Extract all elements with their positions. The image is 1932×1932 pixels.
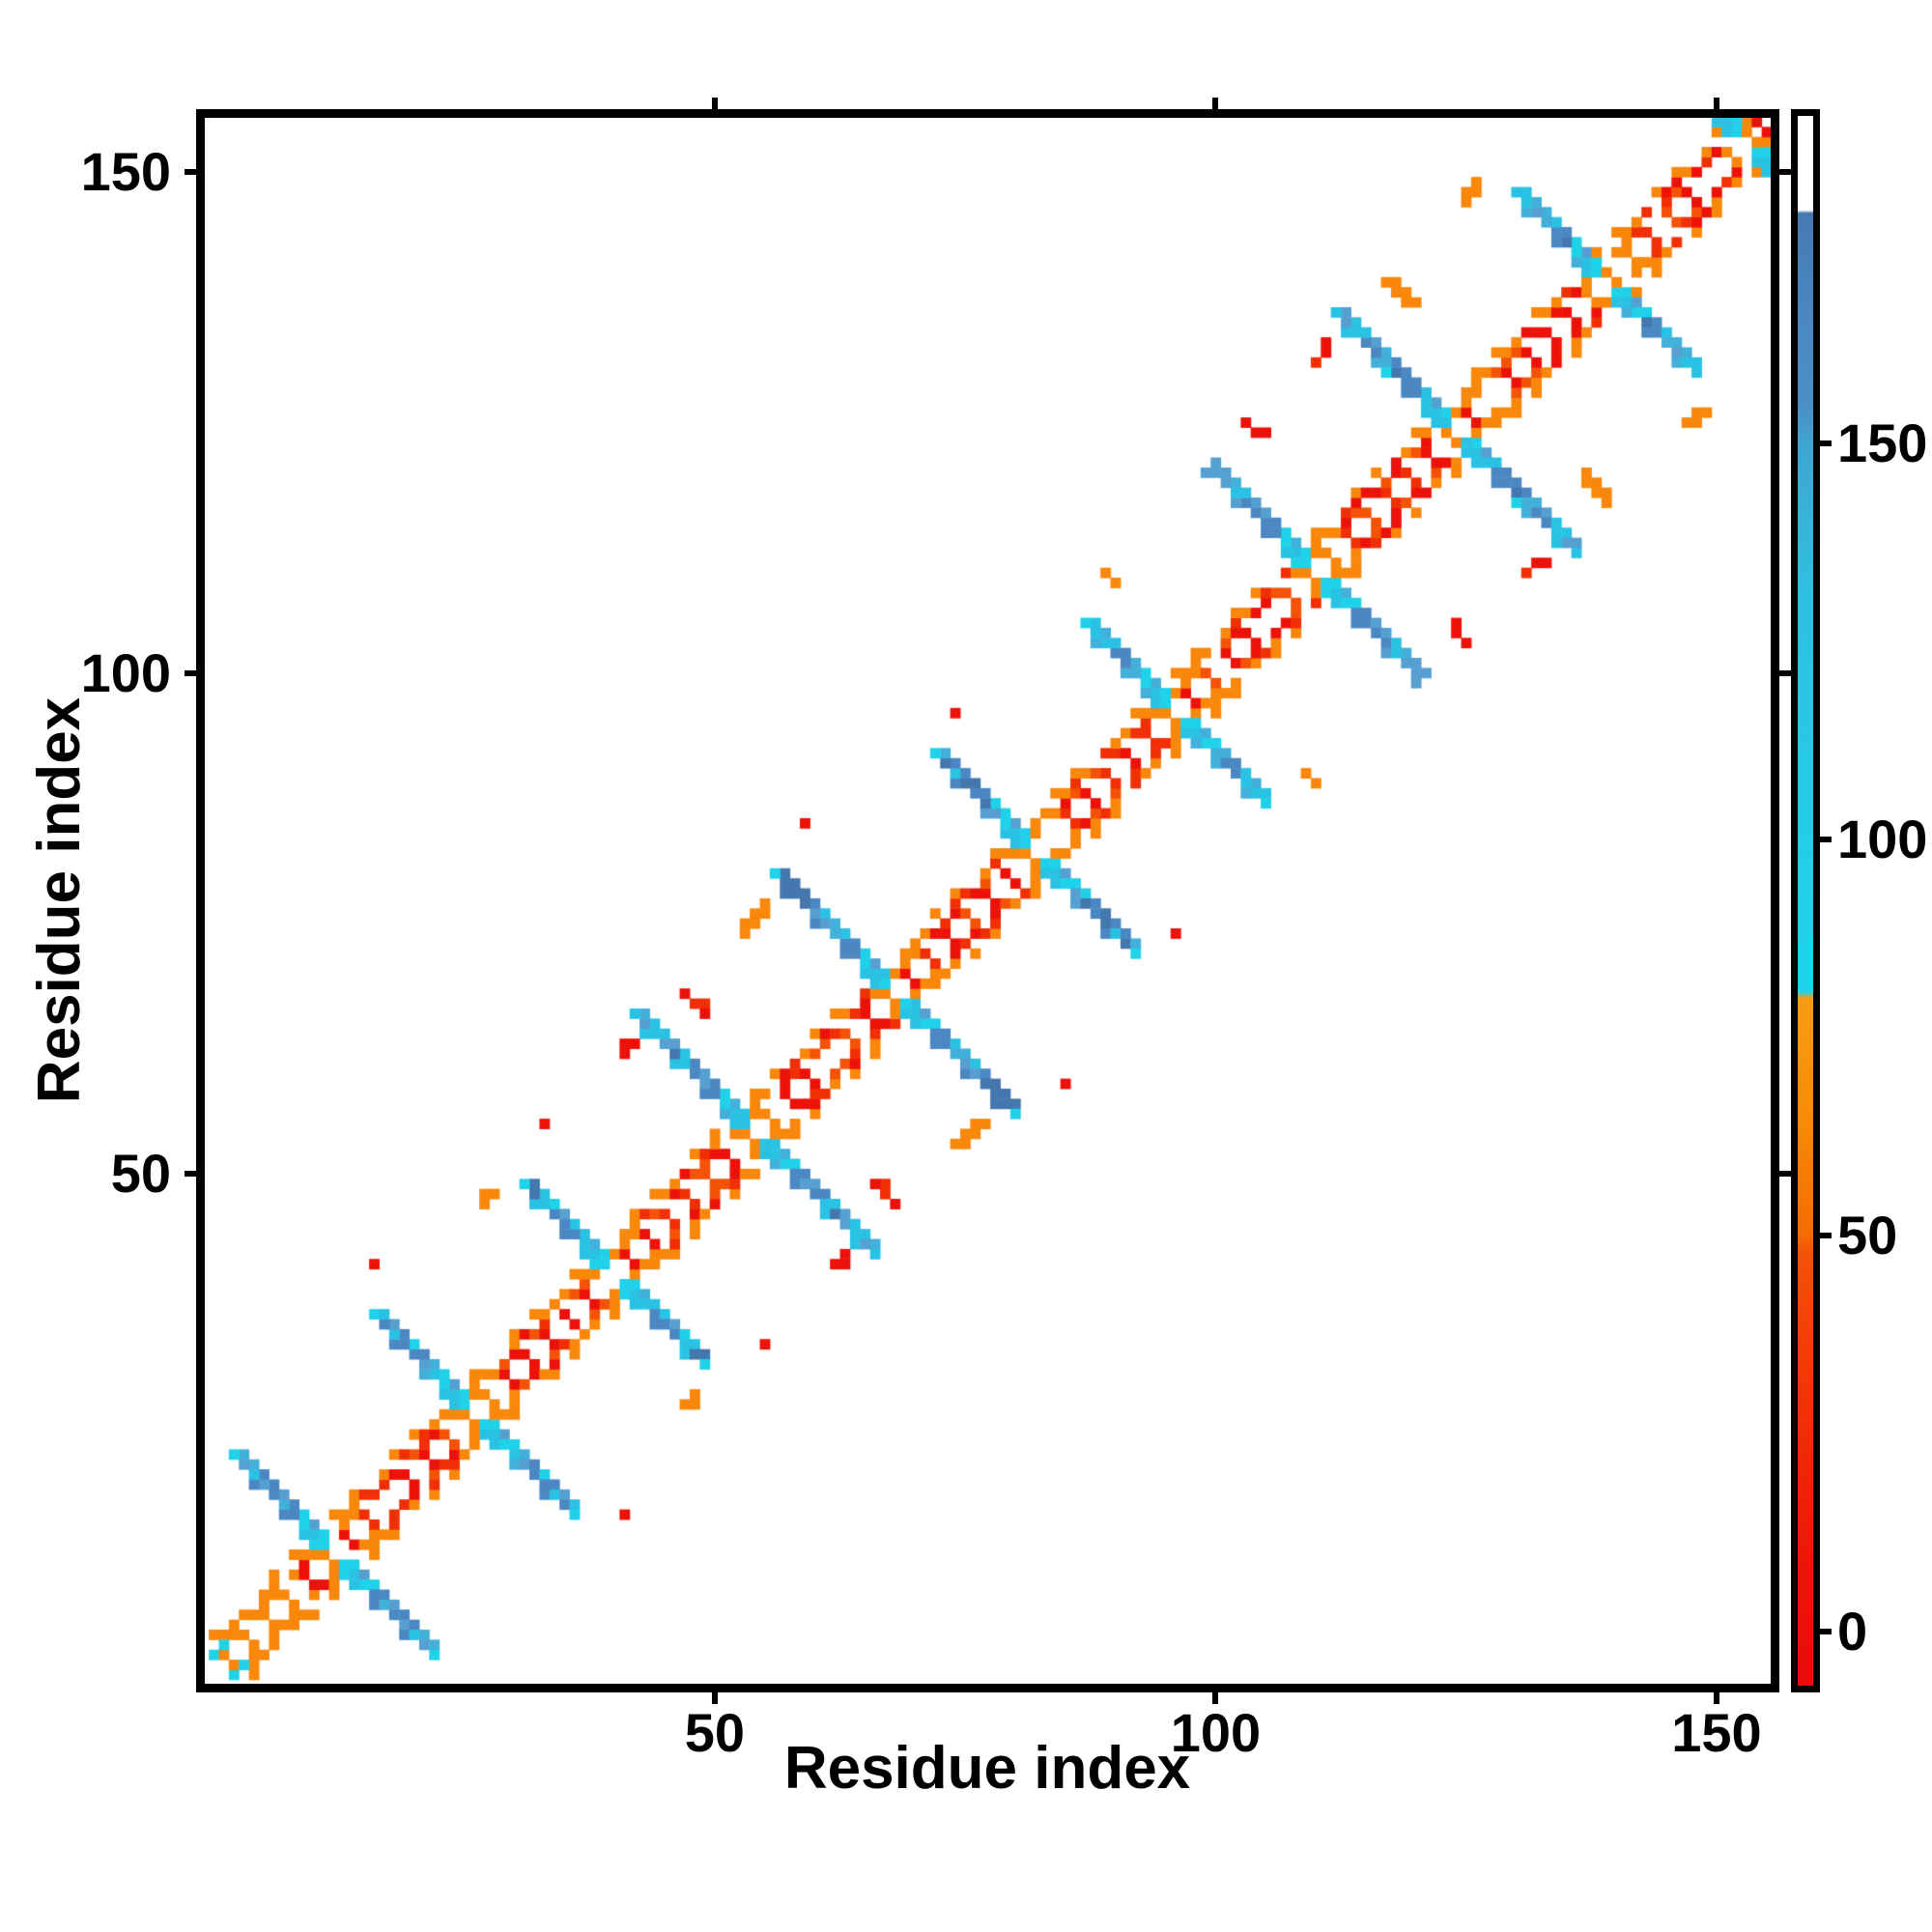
y-axis-tick-right — [1779, 169, 1791, 175]
y-axis-label: Residue index — [26, 696, 93, 1104]
y-axis-tick-right — [1779, 1171, 1791, 1178]
colorbar-tick — [1820, 1629, 1832, 1635]
x-axis-label: Residue index — [783, 1735, 1191, 1802]
x-axis-tick-top — [1212, 98, 1219, 109]
colorbar-tick-label: 50 — [1837, 1205, 1898, 1266]
y-axis-tick — [185, 669, 196, 676]
colorbar-tick — [1820, 837, 1832, 843]
x-axis-tick — [1713, 1692, 1719, 1704]
y-axis-tick — [185, 169, 196, 175]
colorbar-tick — [1820, 1233, 1832, 1239]
y-axis-tick-label: 100 — [80, 641, 171, 703]
colorbar-gradient — [1798, 116, 1813, 1686]
contact-map-canvas — [205, 118, 1771, 1684]
colorbar-tick-label: 0 — [1837, 1601, 1868, 1662]
x-axis-tick — [711, 1692, 718, 1704]
x-axis-tick-top — [1713, 98, 1719, 109]
colorbar-tick — [1820, 440, 1832, 447]
y-axis-tick-right — [1779, 669, 1791, 676]
x-axis-tick-top — [711, 98, 718, 109]
y-axis-tick-label: 150 — [80, 141, 171, 202]
plot-area — [196, 109, 1779, 1692]
x-axis-tick-label: 100 — [1170, 1702, 1262, 1763]
colorbar-tick-label: 150 — [1837, 412, 1928, 474]
x-axis-tick-label: 50 — [684, 1702, 746, 1763]
y-axis-tick-label: 50 — [110, 1143, 171, 1205]
y-axis-tick — [185, 1171, 196, 1178]
colorbar — [1791, 109, 1820, 1692]
x-axis-tick-label: 150 — [1671, 1702, 1762, 1763]
colorbar-tick-label: 100 — [1837, 809, 1928, 870]
x-axis-tick — [1212, 1692, 1219, 1704]
